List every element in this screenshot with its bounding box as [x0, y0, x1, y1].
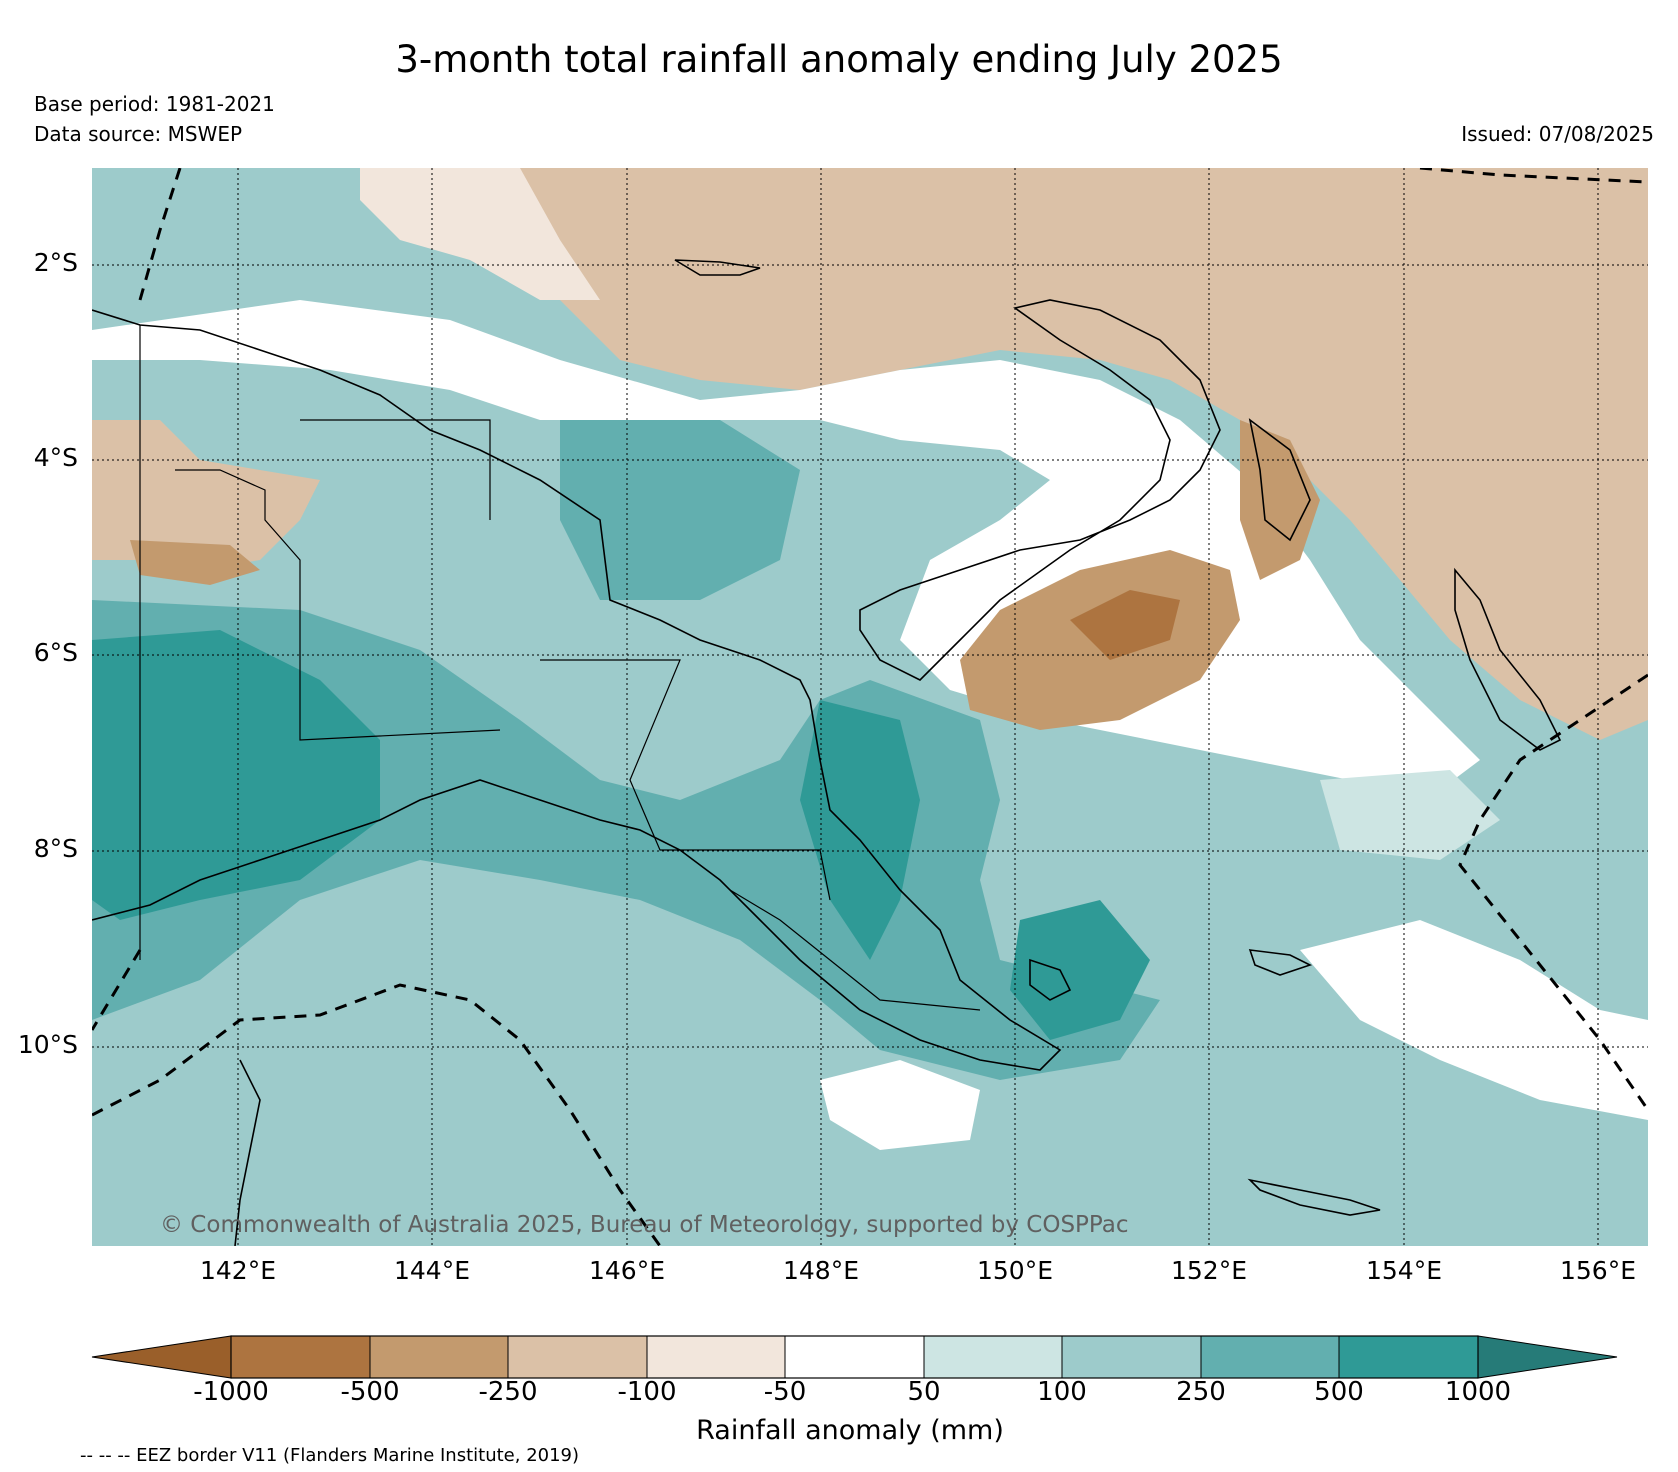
map-gridlines — [92, 168, 1648, 1246]
colorbar-seg — [231, 1336, 370, 1378]
colorbar-seg — [785, 1336, 924, 1378]
colorbar-seg — [1062, 1336, 1201, 1378]
colorbar-tick: -1000 — [193, 1377, 269, 1407]
dry-north-region — [520, 168, 1648, 740]
very-wet-milne-bay — [1010, 900, 1150, 1040]
colorbar-seg — [1201, 1336, 1339, 1378]
colorbar-tick: 1000 — [1444, 1377, 1512, 1407]
lon-label: 156°E — [1559, 1256, 1636, 1285]
near-normal-southeast — [1300, 920, 1648, 1120]
eez-legend-note: -- -- -- EEZ border V11 (Flanders Marine… — [80, 1445, 580, 1466]
base-period: Base period: 1981-2021 — [34, 92, 275, 116]
lon-label: 150°E — [976, 1256, 1053, 1285]
colorbar-tick: -50 — [763, 1377, 807, 1407]
wet-north-coast — [560, 420, 800, 600]
colorbar-tick: 100 — [1037, 1377, 1087, 1407]
lat-label: 4°S — [33, 443, 78, 472]
issued-date: Issued: 07/08/2025 — [1461, 122, 1654, 146]
dry-west-core — [130, 540, 260, 585]
colorbar-label: Rainfall anomaly (mm) — [696, 1415, 1004, 1446]
very-dry-new-britain — [1070, 590, 1180, 660]
colorbar-tick: -250 — [478, 1377, 538, 1407]
colorbar-seg — [1339, 1336, 1478, 1378]
lon-label: 142°E — [199, 1256, 276, 1285]
lon-label: 144°E — [393, 1256, 470, 1285]
lon-label: 152°E — [1170, 1256, 1247, 1285]
lon-label: 146°E — [588, 1256, 665, 1285]
colorbar-tick: -100 — [617, 1377, 677, 1407]
copyright-notice: © Commonwealth of Australia 2025, Bureau… — [160, 1212, 1129, 1238]
very-wet-southwest — [92, 630, 380, 920]
map-title: 3-month total rainfall anomaly ending Ju… — [395, 38, 1283, 81]
data-source: Data source: MSWEP — [34, 122, 243, 146]
colorbar-tick: 250 — [1176, 1377, 1226, 1407]
colorbar-seg — [924, 1336, 1062, 1378]
colorbar — [91, 1335, 1618, 1379]
eez-borders — [92, 168, 1648, 1246]
colorbar-seg — [370, 1336, 508, 1378]
province-borders — [139, 325, 981, 1011]
colorbar-extend-high — [1477, 1335, 1618, 1379]
lat-label: 8°S — [33, 834, 78, 863]
dry-new-ireland — [1240, 420, 1320, 580]
lon-label: 154°E — [1365, 1256, 1442, 1285]
near-normal-south-islands — [820, 1060, 980, 1150]
lat-label: 2°S — [33, 248, 78, 277]
slightly-dry-north — [360, 168, 600, 300]
colorbar-tick: 500 — [1314, 1377, 1364, 1407]
very-wet-central — [800, 700, 920, 960]
colorbar-extend-low — [91, 1335, 232, 1379]
lat-label: 10°S — [17, 1030, 78, 1059]
lon-label: 148°E — [782, 1256, 859, 1285]
colorbar-tick: 50 — [907, 1377, 941, 1407]
colorbar-tick: -500 — [340, 1377, 400, 1407]
colorbar-seg — [508, 1336, 647, 1378]
dry-west-region — [92, 420, 320, 570]
map-field — [92, 168, 1648, 1246]
coastlines — [92, 259, 1562, 1246]
slightly-wet-east — [1320, 770, 1500, 860]
lat-label: 6°S — [33, 638, 78, 667]
colorbar-seg — [647, 1336, 785, 1378]
